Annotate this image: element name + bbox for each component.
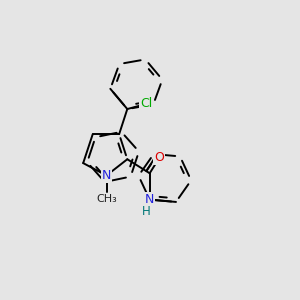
Text: N: N	[145, 193, 154, 206]
Text: CH₃: CH₃	[96, 194, 117, 204]
Text: O: O	[154, 152, 164, 164]
Text: H: H	[142, 205, 151, 218]
Text: N: N	[102, 169, 111, 182]
Text: Cl: Cl	[140, 98, 152, 110]
